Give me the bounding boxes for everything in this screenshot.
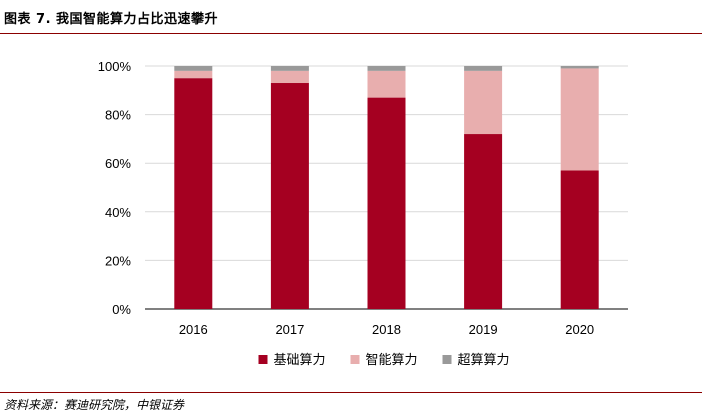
bar-2020-series-2 [560,66,599,69]
bar-2018-series-2 [367,66,406,71]
bar-2018-series-1 [367,70,406,98]
y-tick-label: 80% [105,108,131,123]
legend-label: 智能算力 [366,353,418,368]
y-tick-label: 40% [105,205,131,220]
x-tick-label: 2018 [372,322,401,337]
bar-2019-series-1 [464,70,503,135]
y-tick-label: 60% [105,156,131,171]
bar-2016-series-2 [174,66,213,71]
legend-swatch [442,355,452,364]
source-divider [0,392,702,393]
title-divider [0,33,702,34]
y-tick-label: 20% [105,253,131,268]
legend-label: 基础算力 [274,353,326,368]
x-tick-label: 2017 [275,322,304,337]
bar-2017-series-0 [270,83,309,309]
x-tick-label: 2020 [565,322,594,337]
y-tick-label: 100% [98,59,132,74]
chart-title: 图表 7. 我国智能算力占比迅速攀升 [4,12,219,27]
bar-2019-series-2 [464,66,503,71]
bar-2016-series-1 [174,70,213,79]
legend-swatch [350,355,360,364]
x-tick-label: 2019 [469,322,498,337]
legend-label: 超算算力 [458,353,510,368]
y-tick-label: 0% [112,302,131,317]
source-note: 资料来源：赛迪研究院，中银证券 [4,398,185,412]
bar-2017-series-1 [270,70,309,84]
legend-swatch [258,355,268,364]
bar-2016-series-0 [174,78,213,310]
bar-2019-series-0 [464,134,503,309]
bar-2020-series-0 [560,170,599,309]
bar-2017-series-2 [270,66,309,71]
bar-2020-series-1 [560,68,599,171]
x-tick-label: 2016 [179,322,208,337]
bar-2018-series-0 [367,97,406,309]
